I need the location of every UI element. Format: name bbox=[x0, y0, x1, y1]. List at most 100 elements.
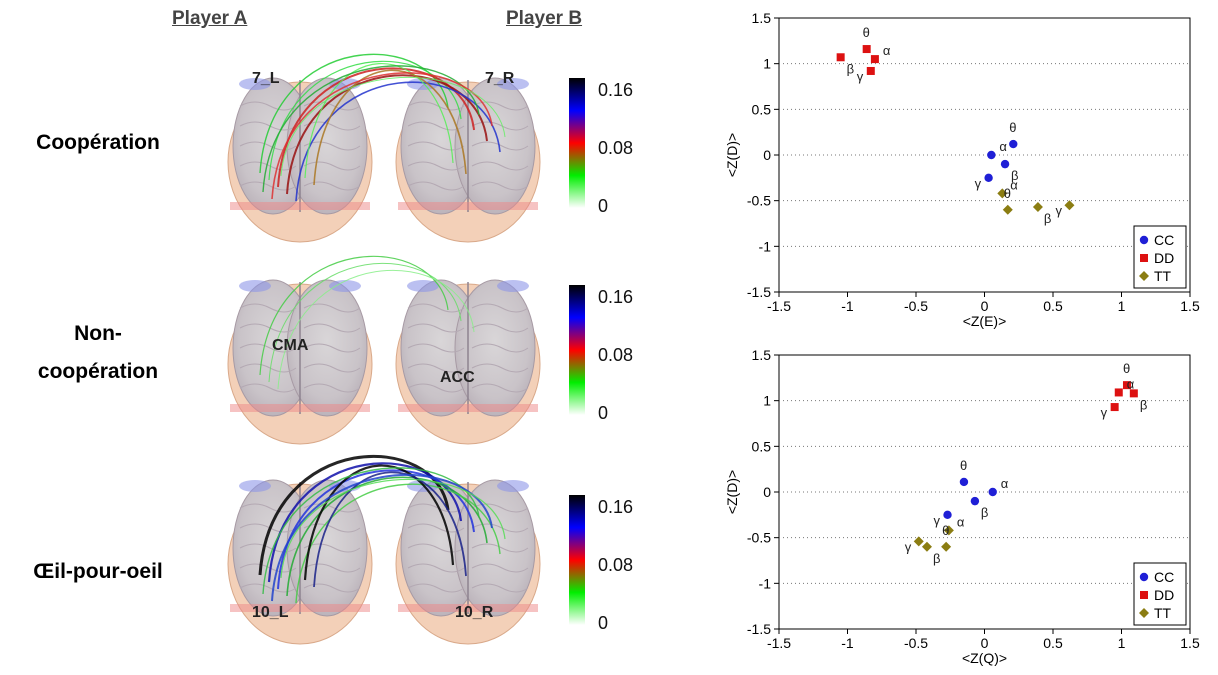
condition-label-line: Œil-pour-oeil bbox=[33, 560, 163, 583]
point-label: α bbox=[957, 514, 965, 529]
x-tick-label: -1.5 bbox=[767, 298, 791, 314]
colorbar-gradient bbox=[569, 78, 585, 208]
gyrus-line bbox=[407, 303, 465, 313]
y-tick-label: -1 bbox=[759, 238, 772, 254]
x-tick-label: 1 bbox=[1118, 635, 1126, 651]
gyrus-line bbox=[471, 503, 529, 513]
point-label: γ bbox=[1055, 203, 1062, 218]
right-hemisphere bbox=[454, 77, 536, 215]
data-point-tt bbox=[997, 188, 1008, 199]
y-tick-label: 0.5 bbox=[752, 438, 772, 454]
gyrus-line bbox=[239, 383, 297, 393]
data-point-tt bbox=[943, 525, 954, 536]
x-tick-label: -1 bbox=[841, 298, 854, 314]
point-label: α bbox=[999, 139, 1007, 154]
gyrus-line bbox=[303, 323, 361, 333]
colorbar-tick-label: 0 bbox=[598, 613, 608, 633]
gyrus-line bbox=[407, 543, 465, 553]
gyrus-line bbox=[303, 121, 361, 131]
data-point-tt bbox=[1032, 202, 1043, 213]
electrode-label: 10_L bbox=[252, 604, 289, 621]
point-label: θ bbox=[1123, 361, 1130, 376]
legend-label: CC bbox=[1154, 232, 1174, 248]
brain-network-panels: 7_L 7_R CMA ACC 10_L 10_R bbox=[227, 53, 541, 645]
data-point-tt bbox=[1002, 204, 1013, 215]
scatter-plot-bottom: 1.5 1 0.5 0 -0.5 -1 -1.5-1.5 -1 -0.5 0 0.5 1 1.5 <Z(Q… bbox=[724, 347, 1200, 666]
brain-base-shade bbox=[230, 604, 370, 612]
point-label: α bbox=[883, 43, 891, 58]
brain-pair-row: 10_L 10_R bbox=[227, 455, 541, 645]
point-label: β bbox=[1011, 168, 1018, 183]
electrode-label: 7_L bbox=[252, 70, 280, 87]
connection-arc bbox=[304, 63, 454, 179]
gyrus-line bbox=[471, 101, 529, 111]
data-point-tt bbox=[941, 541, 952, 552]
point-label: θ bbox=[1004, 186, 1011, 201]
gyrus-line bbox=[407, 583, 465, 593]
gyrus-line bbox=[407, 101, 465, 111]
player-a-header: Player A bbox=[172, 8, 248, 29]
gyrus-line bbox=[471, 563, 529, 573]
legend-label: DD bbox=[1154, 250, 1174, 266]
gyrus-line bbox=[471, 303, 529, 313]
right-hemisphere bbox=[454, 279, 536, 417]
data-point-tt bbox=[921, 541, 932, 552]
data-point-cc bbox=[984, 173, 993, 183]
point-label: γ bbox=[975, 176, 982, 191]
connection-arc bbox=[259, 255, 449, 376]
condition-label-line: Coopération bbox=[36, 131, 160, 154]
x-tick-label: 0 bbox=[981, 635, 989, 651]
point-label: β bbox=[981, 505, 988, 520]
condition-label-noncooperation: Non- coopération bbox=[18, 315, 178, 391]
legend-label: TT bbox=[1154, 268, 1172, 284]
gyrus-line bbox=[239, 583, 297, 593]
legend-marker bbox=[1140, 591, 1148, 599]
point-label: α bbox=[1001, 476, 1009, 491]
y-axis-label: <Z(D)> bbox=[724, 133, 740, 177]
colorbar-tick-label: 0.08 bbox=[598, 555, 633, 575]
gyrus-line bbox=[239, 141, 297, 151]
brain-base-shade bbox=[230, 202, 370, 210]
colorbar-tick-label: 0 bbox=[598, 403, 608, 423]
y-tick-label: 1 bbox=[763, 393, 771, 409]
right-hemisphere bbox=[286, 279, 368, 417]
point-label: θ bbox=[1009, 120, 1016, 135]
x-axis-label: <Z(Q)> bbox=[962, 650, 1007, 666]
gyrus-line bbox=[471, 141, 529, 151]
condition-label-line: Non- bbox=[74, 322, 122, 345]
data-point-dd bbox=[866, 66, 875, 75]
y-tick-label: 0.5 bbox=[752, 101, 772, 117]
gyrus-line bbox=[303, 161, 361, 171]
data-point-cc bbox=[970, 496, 980, 506]
colorbar-tick-label: 0.16 bbox=[598, 287, 633, 307]
gyrus-line bbox=[239, 503, 297, 513]
colorbar-gradient bbox=[569, 495, 585, 625]
y-tick-label: 1.5 bbox=[752, 347, 772, 363]
gyrus-line bbox=[303, 181, 361, 191]
plot-area bbox=[778, 354, 1191, 630]
electrode-label: CMA bbox=[272, 337, 309, 354]
electrode-highlight bbox=[239, 480, 271, 492]
connection-arc bbox=[313, 471, 467, 588]
connection-arc bbox=[271, 72, 493, 200]
y-tick-label: 0 bbox=[763, 484, 771, 500]
gyrus-line bbox=[407, 563, 465, 573]
legend-marker bbox=[1140, 254, 1148, 262]
legend-marker bbox=[1139, 271, 1149, 281]
brain-base-shade bbox=[398, 404, 538, 412]
brain-base-shade bbox=[230, 404, 370, 412]
brain-pair-row: CMA ACC bbox=[227, 255, 541, 445]
connection-arc bbox=[286, 476, 488, 597]
x-tick-label: 0.5 bbox=[1043, 298, 1063, 314]
x-axis-label: <Z(E)> bbox=[963, 313, 1007, 329]
data-point-cc bbox=[1000, 159, 1010, 169]
connection-arc bbox=[280, 77, 506, 177]
gyrus-line bbox=[407, 363, 465, 373]
gyrus-line bbox=[239, 101, 297, 111]
gyrus-line bbox=[239, 343, 297, 353]
electrode-highlight bbox=[497, 78, 529, 90]
y-axis-label: <Z(D)> bbox=[724, 470, 740, 514]
condition-label-cooperation: Coopération bbox=[18, 124, 178, 162]
scatter-plot-top: 1.5 1 0.5 0 -0.5 -1 -1.5-1.5 -1 -0.5 0 0.5 1 1.5 <Z(E… bbox=[724, 10, 1200, 329]
colorbar: 0.16 0.08 0 bbox=[569, 78, 633, 216]
